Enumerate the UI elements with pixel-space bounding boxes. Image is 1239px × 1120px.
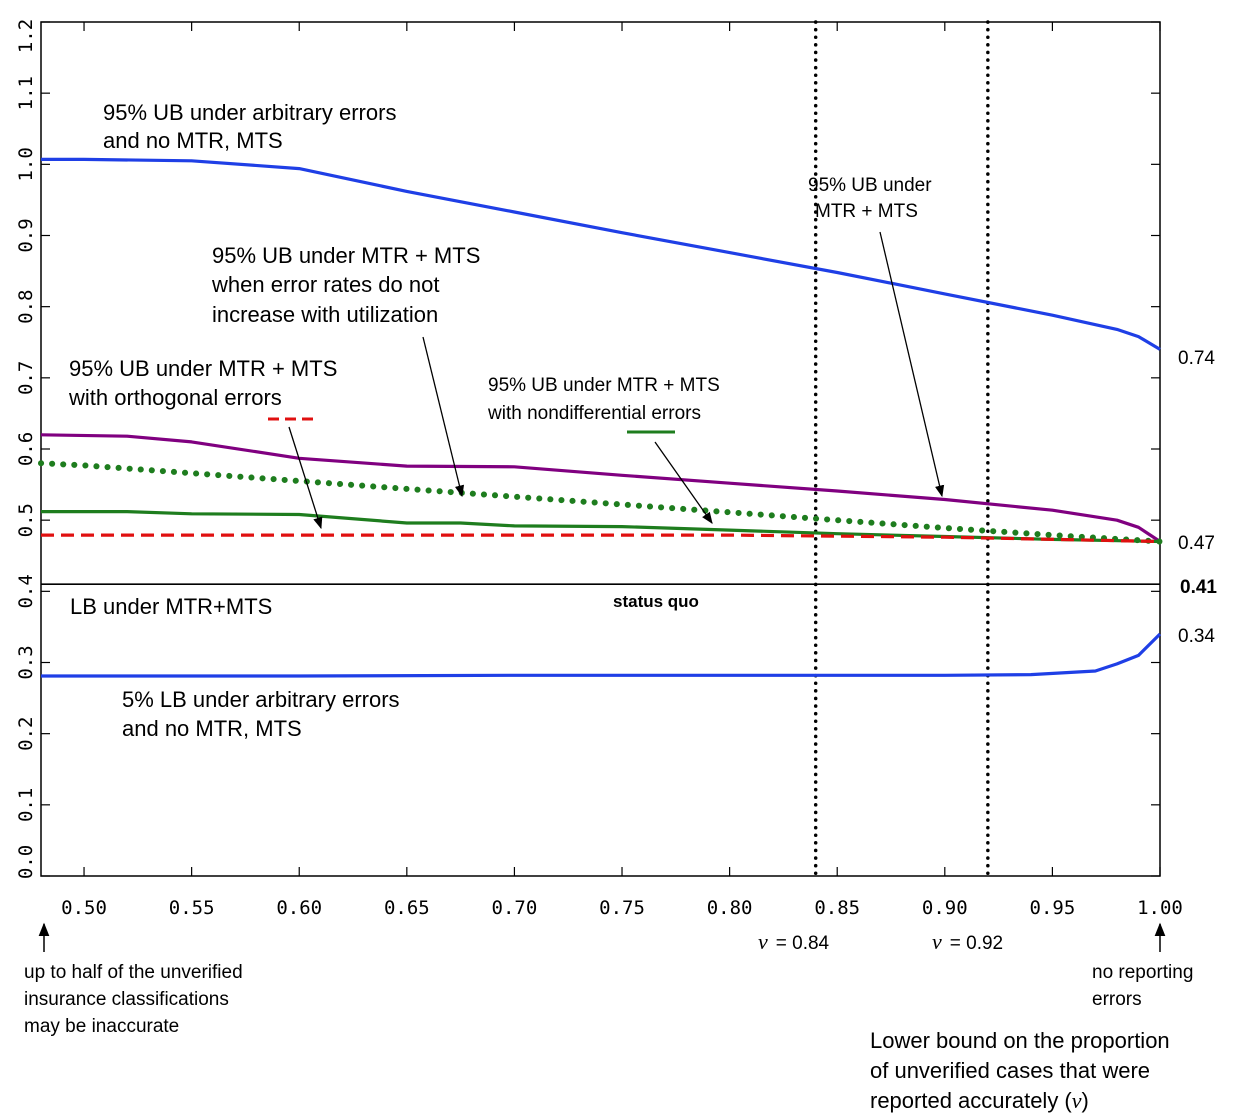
annotation-ub-no-increase-2: when error rates do not: [211, 272, 439, 297]
series-line-2: [38, 460, 1163, 545]
series-group: [38, 157, 1163, 678]
x-axis-title-nu: ν: [1072, 1088, 1082, 1113]
arrow-ub-orthogonal: [288, 426, 323, 530]
x-tick-label: 0.95: [1030, 897, 1076, 919]
x-tick-label: 0.55: [169, 897, 215, 919]
y-axis: 0.0 0.1 0.2 0.3 0.4 0.5 0.6 0.7 0.8 0.9 1.0 1.1 1.2: [15, 19, 1160, 879]
reference-lines: [813, 20, 990, 878]
annotation-ub-orthogonal-1: 95% UB under MTR + MTS: [69, 356, 337, 381]
y-tick-label: 0.8: [15, 290, 37, 324]
x-axis-title-3-text: reported accurately (: [870, 1088, 1072, 1113]
note-left-3: may be inaccurate: [24, 1016, 179, 1037]
annotation-ub-mtr-mts-2: MTR + MTS: [815, 201, 918, 222]
x-tick-label: 0.50: [61, 897, 107, 919]
annotation-status-quo: status quo: [613, 592, 699, 611]
end-value-status-quo: 0.41: [1180, 577, 1217, 598]
x-tick-label: 0.60: [276, 897, 322, 919]
note-left-2: insurance classifications: [24, 989, 229, 1010]
series-line-6: [41, 632, 1162, 678]
nu-symbol-092: ν: [932, 929, 942, 954]
y-tick-label: 0.6: [15, 432, 37, 466]
nu-value-084: = 0.84: [776, 933, 830, 954]
nu-label-092: ν = 0.92: [932, 929, 1003, 954]
arrow-ub-no-increase: [422, 336, 465, 498]
y-tick-label: 0.1: [15, 788, 37, 822]
x-axis: 0.50 0.55 0.60 0.65 0.70 0.75 0.80 0.85 0.90 0.95…: [61, 22, 1183, 919]
arrow-ub-mtr-mts: [879, 231, 945, 498]
y-tick-label: 0.7: [15, 361, 37, 395]
nu-value-092: = 0.92: [950, 933, 1003, 954]
x-tick-label: 1.00: [1137, 897, 1183, 919]
note-right-1: no reporting: [1092, 962, 1193, 983]
annotation-ub-mtr-mts-1: 95% UB under: [808, 175, 932, 196]
end-value-mid: 0.47: [1178, 533, 1215, 554]
nu-symbol-084: ν: [758, 929, 768, 954]
y-tick-label: 0.5: [15, 503, 37, 537]
annotation-ub-orthogonal-2: with orthogonal errors: [68, 385, 282, 410]
series-line-1: [40, 433, 1161, 543]
y-tick-label: 0.3: [15, 645, 37, 679]
x-tick-label: 0.75: [599, 897, 645, 919]
end-value-ub: 0.74: [1178, 348, 1215, 369]
x-axis-title-close: ): [1082, 1088, 1089, 1113]
annotation-ub-nondiff-2: with nondifferential errors: [487, 403, 701, 424]
arrow-ub-nondiff: [654, 441, 713, 524]
x-axis-title-2: of unverified cases that were: [870, 1058, 1150, 1083]
y-tick-label: 1.1: [15, 76, 37, 110]
annotation-ub-nondiff-1: 95% UB under MTR + MTS: [488, 375, 720, 396]
annotation-ub-no-increase-1: 95% UB under MTR + MTS: [212, 243, 480, 268]
annotation-lb-arbitrary-2: and no MTR, MTS: [122, 716, 302, 741]
end-value-lb: 0.34: [1178, 626, 1215, 647]
y-tick-label: 0.4: [15, 574, 37, 608]
series-line-0: [41, 157, 1161, 351]
x-tick-label: 0.90: [922, 897, 968, 919]
annotation-ub-arbitrary-2: and no MTR, MTS: [103, 128, 283, 153]
y-tick-label: 0.9: [15, 218, 37, 252]
x-tick-label: 0.70: [492, 897, 538, 919]
annotation-ub-no-increase-3: increase with utilization: [212, 302, 438, 327]
x-tick-label: 0.80: [707, 897, 753, 919]
x-tick-label: 0.65: [384, 897, 430, 919]
series-line-4: [41, 533, 1161, 544]
annotation-lb-mtr: LB under MTR+MTS: [70, 594, 272, 619]
note-left-1: up to half of the unverified: [24, 962, 243, 983]
y-tick-label: 1.2: [15, 19, 37, 53]
annotation-ub-arbitrary-1: 95% UB under arbitrary errors: [103, 100, 396, 125]
x-axis-title-3: reported accurately (ν): [870, 1088, 1089, 1113]
nu-label-084: ν = 0.84: [758, 929, 830, 954]
y-tick-label: 0.0: [15, 845, 37, 879]
x-tick-label: 0.85: [814, 897, 860, 919]
note-right-2: errors: [1092, 989, 1142, 1010]
y-tick-label: 0.2: [15, 717, 37, 751]
y-tick-label: 1.0: [15, 147, 37, 181]
annotation-lb-arbitrary-1: 5% LB under arbitrary errors: [122, 687, 400, 712]
x-axis-title-1: Lower bound on the proportion: [870, 1028, 1170, 1053]
